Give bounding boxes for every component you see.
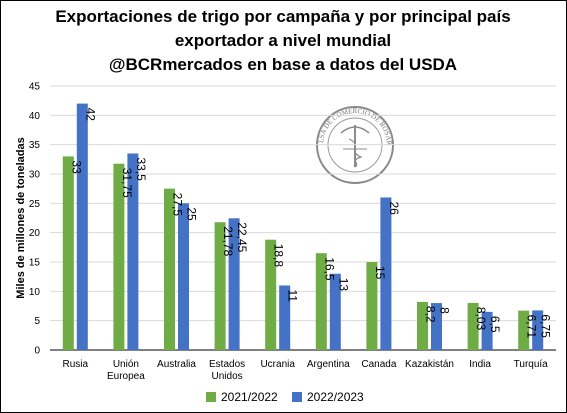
- bar-series2: [228, 218, 240, 350]
- watermark-logo: BOLSA DE COMERCIO DE ROSARIO: [0, 0, 394, 184]
- data-label: 27,5: [171, 193, 185, 217]
- bar-series2: [380, 197, 392, 350]
- bar-series1: [366, 262, 378, 350]
- y-tick-label: 25: [29, 199, 41, 210]
- y-axis-label: Miles de millones de toneladas: [15, 137, 27, 298]
- data-label: 15: [373, 266, 387, 280]
- data-label: 6,75: [539, 314, 553, 338]
- legend-swatch: [206, 392, 216, 402]
- chart-title-line: exportador a nivel mundial: [175, 31, 391, 50]
- bar-series2: [431, 303, 442, 350]
- y-tick-label: 30: [29, 170, 41, 181]
- x-category-label: Europea: [107, 371, 145, 382]
- data-label: 16,5: [322, 257, 336, 281]
- x-category-label: Kazakistán: [405, 359, 454, 370]
- bar-series2: [127, 153, 139, 350]
- bar-series1: [62, 156, 74, 350]
- data-label: 18,8: [272, 244, 286, 268]
- bar-series2: [481, 311, 493, 350]
- bar-series2: [532, 310, 544, 350]
- y-tick-label: 20: [29, 228, 41, 239]
- chart-title-line: Exportaciones de trigo por campaña y por…: [55, 7, 510, 26]
- legend-swatch: [292, 392, 302, 402]
- x-category-label: Turquía: [514, 359, 549, 370]
- y-tick-label: 35: [29, 140, 41, 151]
- y-tick-label: 5: [34, 316, 40, 327]
- bar-series1: [214, 222, 226, 350]
- legend: 2021/2022 2022/2023: [206, 390, 364, 404]
- chart-title-line: @BCRmercados en base a datos del USDA: [109, 55, 457, 74]
- data-label: 8: [438, 307, 452, 314]
- data-label: 13: [336, 278, 350, 292]
- y-tick-label: 45: [29, 82, 41, 93]
- bar-series2: [76, 103, 88, 350]
- caduceus-wings-icon: [340, 126, 370, 134]
- bar-series2: [178, 203, 189, 350]
- legend-label: 2022/2023: [307, 390, 364, 404]
- x-category-label: Australia: [157, 359, 196, 370]
- bar-series1: [265, 239, 277, 350]
- data-label: 26: [387, 201, 401, 215]
- data-label: 22,45: [235, 222, 249, 252]
- data-label: 25: [185, 207, 199, 221]
- bar-series1: [164, 188, 175, 350]
- data-label: 21,78: [221, 226, 235, 256]
- x-category-label: Unidos: [212, 371, 243, 382]
- y-tick-label: 40: [29, 111, 41, 122]
- bar-series1: [315, 253, 327, 350]
- x-category-label: Unión: [113, 359, 139, 370]
- data-label: 6,71: [525, 315, 539, 339]
- chart-title: Exportaciones de trigo por campaña y por…: [55, 7, 510, 74]
- y-axis-ticks: 0 5 10 15 20 25 30 35 40 45: [29, 82, 41, 357]
- x-category-label: Canada: [361, 359, 396, 370]
- bar-series1: [113, 163, 125, 350]
- data-label: 8,2: [424, 306, 438, 323]
- y-tick-label: 10: [29, 287, 41, 298]
- data-label: 42: [83, 108, 97, 122]
- y-tick-label: 15: [29, 258, 41, 269]
- x-category-label: Estados: [209, 359, 245, 370]
- x-category-label: India: [469, 359, 491, 370]
- bar-series2: [329, 273, 341, 350]
- bar-series1: [518, 310, 530, 350]
- x-category-label: Argentina: [307, 359, 350, 370]
- bars: [62, 103, 544, 350]
- data-label: 11: [286, 289, 300, 302]
- data-label: 31,75: [120, 168, 134, 198]
- bar-series1: [467, 302, 479, 350]
- bar-series1: [417, 301, 428, 350]
- data-label: 8,03: [474, 307, 488, 331]
- data-label: 33,5: [134, 157, 148, 181]
- x-category-label: Ucrania: [260, 359, 295, 370]
- legend-label: 2021/2022: [221, 390, 278, 404]
- bar-series2: [279, 285, 291, 350]
- data-label: 33: [69, 160, 83, 174]
- x-category-label: Rusia: [63, 359, 89, 370]
- data-label: 6,5: [488, 316, 502, 333]
- y-tick-label: 0: [34, 346, 40, 357]
